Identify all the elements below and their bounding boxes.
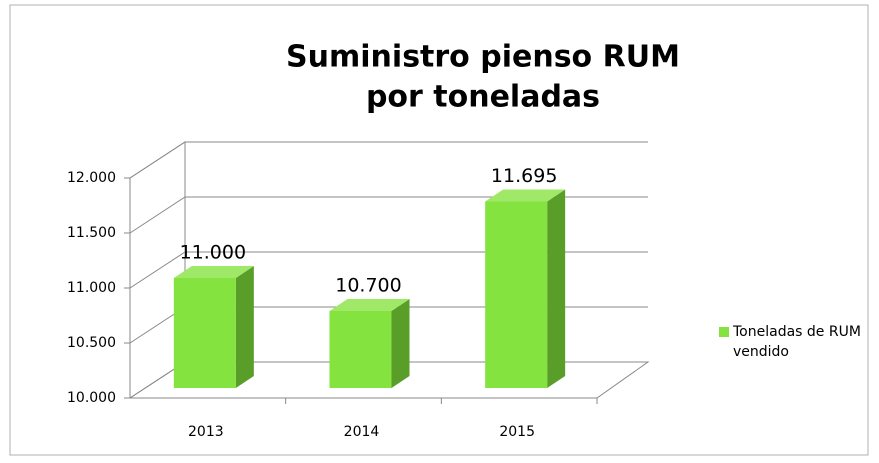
bar-side — [391, 299, 410, 388]
bar — [485, 189, 566, 388]
y-tick-label: 12.000 — [67, 170, 116, 186]
bar-top — [173, 266, 254, 278]
y-tick-label: 10.500 — [67, 335, 116, 351]
x-tick-label: 2015 — [499, 424, 535, 440]
y-tick-label: 11.500 — [67, 225, 116, 241]
bar — [329, 299, 410, 388]
bar-side — [547, 189, 566, 388]
x-tick-label: 2014 — [344, 424, 380, 440]
y-tick-label: 11.000 — [67, 280, 116, 296]
chart-title: Suministro pienso RUM — [286, 40, 680, 75]
y-tick-label: 10.000 — [67, 390, 116, 406]
grid-line — [129, 141, 648, 179]
legend-swatch — [719, 327, 729, 337]
value-label: 11.000 — [180, 242, 246, 264]
legend-label: Toneladas de RUM vendido — [733, 324, 861, 360]
bar-front — [173, 278, 236, 388]
chart-title: por toneladas — [366, 80, 600, 115]
bar-front — [485, 201, 548, 388]
bar-top — [329, 299, 410, 311]
value-label: 11.695 — [491, 165, 557, 187]
x-tick-label: 2013 — [188, 424, 224, 440]
bar-top — [485, 189, 566, 202]
bar-side — [235, 266, 254, 388]
chart-border — [9, 4, 869, 456]
bar — [173, 266, 254, 388]
bar-front — [329, 311, 392, 388]
value-label: 10.700 — [335, 275, 401, 297]
